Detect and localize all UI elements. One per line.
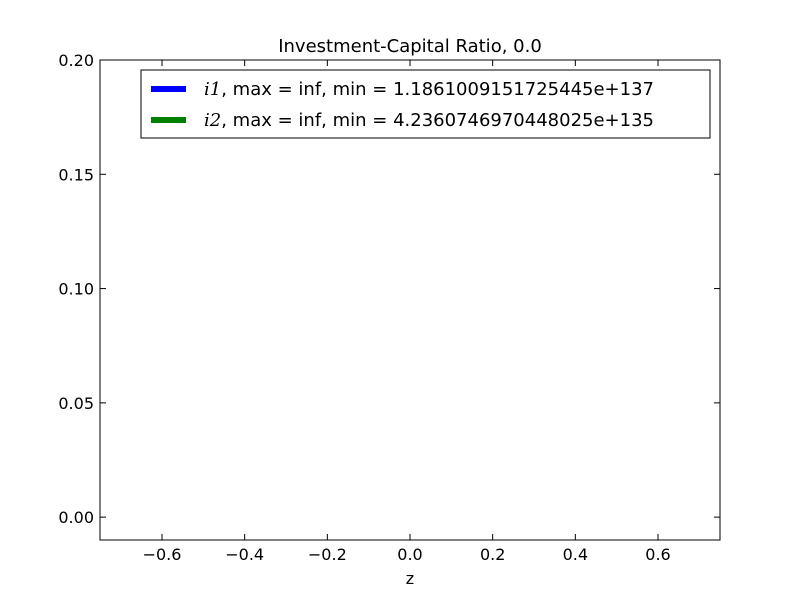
legend-box bbox=[140, 69, 711, 139]
legend: i1, max = inf, min = 1.1861009151725445e… bbox=[140, 69, 711, 139]
legend-text: , max = inf, min = 1.1861009151725445e+1… bbox=[221, 79, 654, 100]
chart-title: Investment-Capital Ratio, 0.0 bbox=[278, 36, 542, 57]
plot-area: −0.6 −0.4 −0.2 0.0 0.2 0.4 0.6 0.00 0.05 0.10 0.15… bbox=[58, 51, 721, 564]
y-tick-label: 0.00 bbox=[58, 508, 94, 527]
legend-symbol: i2 bbox=[204, 110, 221, 131]
x-tick-label: 0.0 bbox=[397, 545, 422, 564]
x-tick-label: −0.4 bbox=[225, 545, 264, 564]
y-tick-label: 0.15 bbox=[58, 165, 94, 184]
x-tick-label: 0.2 bbox=[480, 545, 505, 564]
x-tick-label: 0.6 bbox=[645, 545, 670, 564]
legend-text: , max = inf, min = 4.2360746970448025e+1… bbox=[221, 110, 654, 131]
y-tick-label: 0.20 bbox=[58, 51, 94, 70]
y-tick-label: 0.05 bbox=[58, 394, 94, 413]
legend-label-1: i1, max = inf, min = 1.1861009151725445e… bbox=[204, 79, 654, 100]
y-tick-label: 0.10 bbox=[58, 280, 94, 299]
legend-label-2: i2, max = inf, min = 4.2360746970448025e… bbox=[204, 110, 654, 131]
x-axis-label: z bbox=[406, 569, 414, 588]
x-tick-label: 0.4 bbox=[563, 545, 588, 564]
x-tick-label: −0.6 bbox=[143, 545, 182, 564]
x-tick-label: −0.2 bbox=[308, 545, 347, 564]
legend-symbol: i1 bbox=[204, 79, 221, 100]
